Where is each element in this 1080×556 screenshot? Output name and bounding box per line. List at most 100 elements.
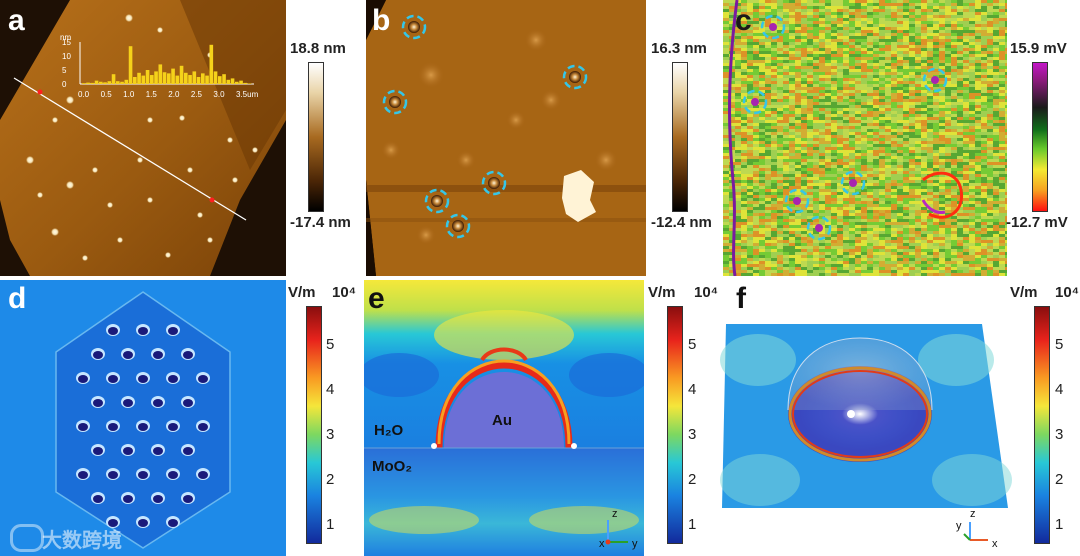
colorbar-a [308, 62, 324, 212]
axis-triad-e-icon [605, 520, 628, 545]
inset-y-unit: nm [60, 33, 71, 42]
colorbar-f [1034, 306, 1050, 544]
colorbar-tick: 2 [1055, 471, 1064, 488]
colorbar-tick: 4 [326, 381, 335, 398]
profile-bar [188, 75, 192, 84]
array-particle [168, 519, 178, 527]
kpfm-particle-marker [784, 188, 810, 214]
profile-bar [171, 68, 175, 84]
array-particle [153, 495, 163, 503]
profile-bar [158, 64, 163, 84]
colorbar-c-min: -12.7 mV [1006, 214, 1068, 231]
profile-bar [99, 81, 103, 84]
array-particle [123, 351, 133, 359]
profile-bar [167, 73, 171, 84]
array-particle [153, 351, 163, 359]
panel-d: d 大数跨境 [0, 280, 286, 556]
colorbar-tick: 1 [1055, 516, 1064, 533]
array-particle [168, 471, 178, 479]
colorbar-tick: 2 [688, 471, 697, 488]
panel-b: b [366, 0, 646, 276]
profile-bar [86, 82, 90, 84]
profile-bar [196, 77, 201, 84]
colorbar-tick: 1 [326, 516, 335, 533]
particle-label-au: Au [492, 412, 512, 429]
array-particle [123, 447, 133, 455]
array-particle [153, 447, 163, 455]
watermark-logo-icon [10, 524, 44, 552]
array-particle [183, 495, 193, 503]
inset-y-tick: 0 [62, 80, 67, 89]
field-map-array [55, 291, 231, 549]
profile-bar [107, 81, 112, 84]
afm-topography-image-b [366, 0, 646, 276]
profile-bar [239, 80, 243, 84]
array-particle [183, 351, 193, 359]
profile-bar [222, 74, 226, 84]
panel-a: nm 15 10 5 0 0.0 0.5 1.0 1.5 2.0 2.5 3.0 3.5um a [0, 0, 286, 276]
colorbar-a-max: 18.8 nm [290, 40, 346, 57]
axis-label-e-x: x [599, 538, 605, 550]
profile-bar [120, 81, 124, 84]
array-particle [78, 375, 88, 383]
array-particle [183, 399, 193, 407]
inset-x-tick: 1.5 [146, 90, 158, 99]
colorbar-a-min: -17.4 nm [290, 214, 351, 231]
colorbar-tick: 4 [688, 381, 697, 398]
panel-label-c: c [735, 4, 752, 37]
colorbar-d-unit: V/m [288, 284, 316, 301]
array-particle [123, 495, 133, 503]
array-particle [138, 471, 148, 479]
profile-bar [184, 72, 188, 84]
profile-bar [192, 71, 197, 84]
colorbar-tick: 3 [688, 426, 697, 443]
profile-bar [175, 75, 180, 84]
profile-bar [82, 83, 86, 84]
particle-markers [382, 14, 588, 239]
inset-x-tick: 0.0 [78, 90, 90, 99]
watermark: 大数跨境 [42, 528, 122, 552]
colorbar-d [306, 306, 322, 544]
profile-bar [111, 74, 116, 84]
axis-label-f-x: x [992, 538, 998, 550]
profile-bar [124, 79, 129, 84]
array-particle [138, 519, 148, 527]
colorbar-f-unit: V/m [1010, 284, 1038, 301]
array-particle [198, 471, 208, 479]
array-particle [78, 423, 88, 431]
profile-bar [205, 75, 209, 84]
inset-x-tick: 2.5 [191, 90, 203, 99]
profile-bar [162, 72, 167, 84]
colorbar-tick: 3 [1055, 426, 1064, 443]
inset-y-tick: 15 [62, 38, 71, 47]
inset-y-tick: 10 [62, 52, 71, 61]
panel-label-e: e [368, 282, 385, 315]
profile-bar [116, 81, 120, 84]
colorbar-e-unit: V/m [648, 284, 676, 301]
axis-label-f-z: z [970, 508, 976, 520]
profile-bar [218, 76, 222, 84]
field-map-3d-view [720, 324, 1012, 508]
kpfm-particle-marker [742, 89, 768, 115]
profile-bar [94, 80, 99, 84]
panel-f: f z y x [720, 280, 1016, 556]
inset-x-tick: 1.0 [123, 90, 135, 99]
profile-bar [137, 72, 141, 84]
profile-bar [150, 75, 154, 84]
profile-line [13, 77, 247, 221]
profile-bar [133, 77, 137, 84]
array-particle [168, 423, 178, 431]
inset-y-tick: 5 [62, 66, 67, 75]
panel-c: c [723, 0, 1007, 276]
array-particle [93, 447, 103, 455]
array-particle [93, 351, 103, 359]
array-particle [138, 375, 148, 383]
colorbar-tick: 5 [688, 336, 697, 353]
axis-label-e-z: z [612, 508, 618, 520]
panel-label-d: d [8, 282, 27, 315]
panel-label-f: f [736, 282, 746, 315]
colorbar-e-exponent: 10⁴ [694, 284, 719, 301]
colorbar-tick: 5 [1055, 336, 1064, 353]
array-particle [138, 423, 148, 431]
